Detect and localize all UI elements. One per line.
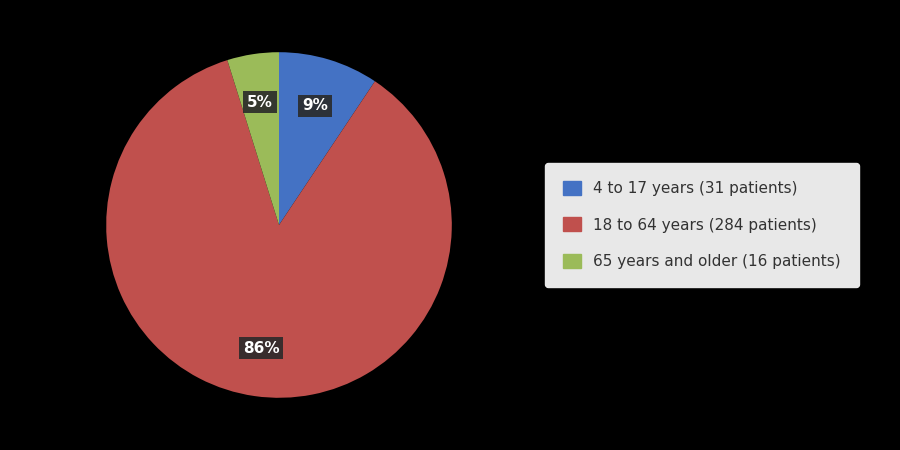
Wedge shape [106,60,452,398]
Text: 9%: 9% [302,99,328,113]
Legend: 4 to 17 years (31 patients), 18 to 64 years (284 patients), 65 years and older (: 4 to 17 years (31 patients), 18 to 64 ye… [544,162,860,288]
Wedge shape [228,52,279,225]
Text: 5%: 5% [248,94,273,109]
Wedge shape [279,52,375,225]
Text: 86%: 86% [243,341,280,356]
